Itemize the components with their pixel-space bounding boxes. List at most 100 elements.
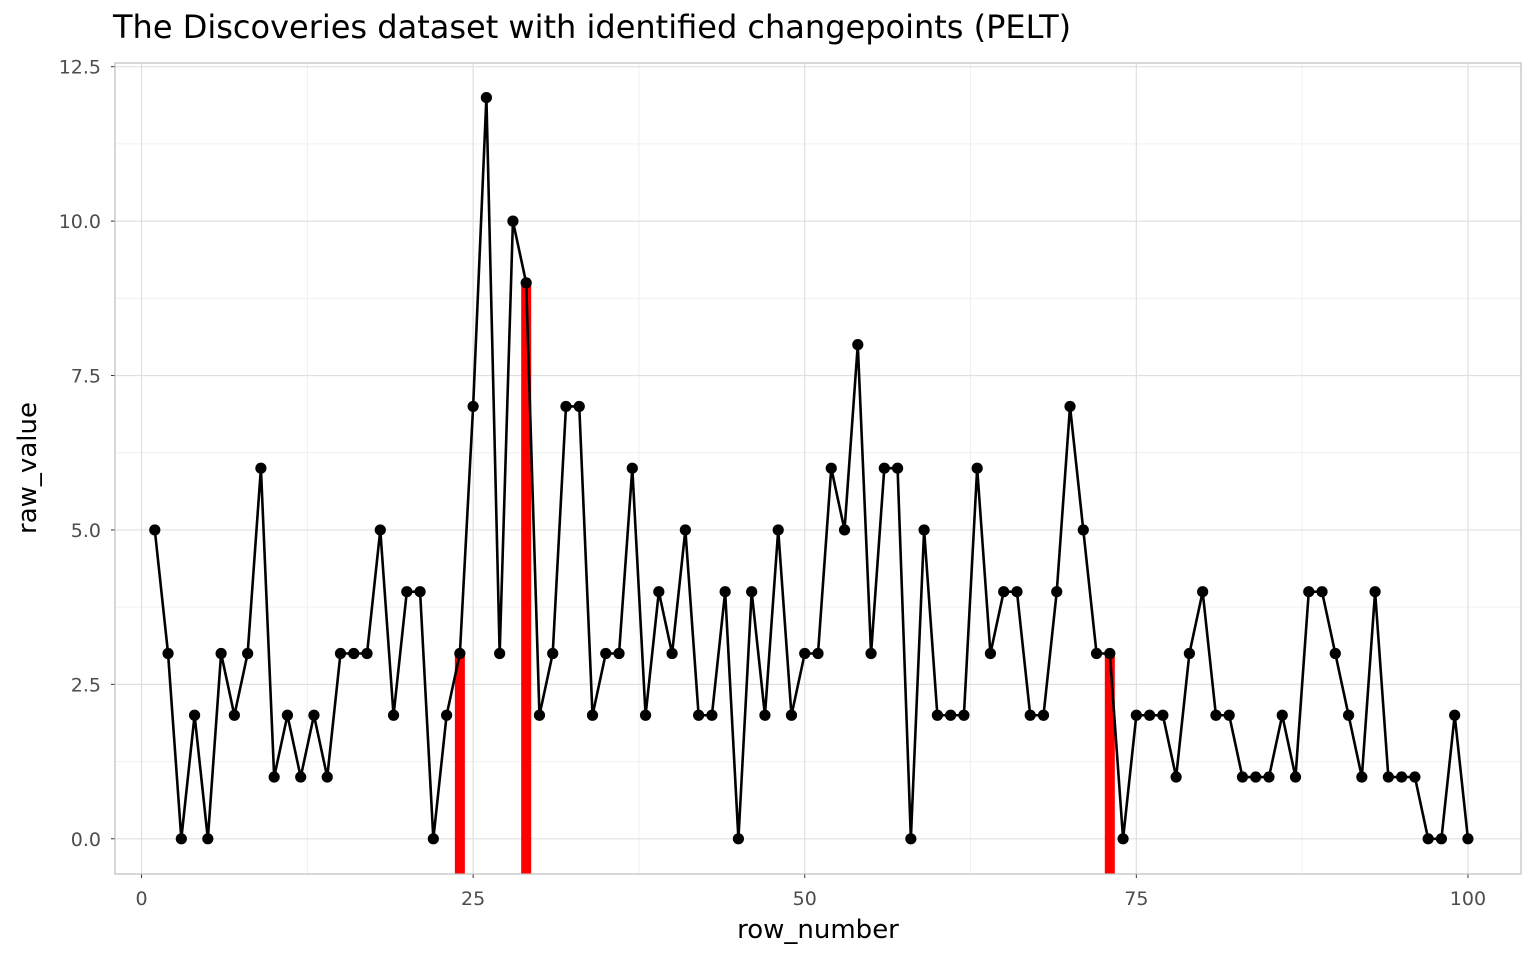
y-axis-ticks: 0.0 2.5 5.0 7.5 10.0 12.5	[59, 57, 115, 851]
data-point	[520, 277, 532, 289]
x-tick-label: 0	[135, 888, 147, 910]
data-point	[573, 400, 585, 413]
data-point	[480, 91, 492, 104]
data-point	[984, 647, 997, 660]
data-point	[334, 647, 347, 660]
data-point	[666, 647, 678, 660]
y-tick-label: 2.5	[71, 674, 101, 696]
data-point	[560, 400, 572, 413]
data-point	[175, 833, 187, 845]
series-line	[153, 96, 1470, 841]
data-point	[1064, 400, 1076, 413]
data-point	[507, 215, 519, 227]
data-point	[825, 462, 837, 474]
data-point	[600, 647, 612, 660]
data-point	[838, 524, 851, 536]
data-point	[454, 647, 466, 660]
data-point	[533, 709, 546, 721]
data-point	[1276, 709, 1288, 721]
data-point	[878, 462, 890, 474]
data-point	[1342, 709, 1355, 721]
data-point	[706, 709, 718, 721]
data-point	[1422, 833, 1434, 845]
data-point	[998, 586, 1010, 598]
data-point	[1316, 586, 1328, 598]
data-point	[268, 771, 280, 783]
data-point	[1462, 833, 1474, 845]
data-point	[759, 709, 771, 721]
data-point	[427, 833, 439, 845]
data-point	[639, 709, 652, 721]
data-point	[613, 647, 625, 660]
data-point	[799, 647, 811, 660]
y-tick-label: 12.5	[59, 57, 101, 79]
data-point	[361, 647, 373, 660]
data-point	[971, 462, 983, 474]
data-point	[812, 647, 824, 660]
grid-minor	[115, 63, 1521, 874]
changepoint-bar	[454, 653, 465, 874]
data-point	[852, 339, 864, 351]
series-layer	[149, 91, 1474, 845]
panel-border	[114, 62, 1522, 875]
data-point	[1077, 524, 1089, 536]
data-point	[1396, 771, 1408, 783]
changepoint-bars	[454, 282, 1115, 874]
x-tick-label: 50	[793, 888, 817, 910]
data-point	[1223, 709, 1235, 721]
data-point	[785, 709, 798, 721]
data-point	[772, 524, 784, 536]
data-point	[1144, 709, 1156, 721]
data-point	[1037, 709, 1050, 721]
y-tick-label: 10.0	[59, 211, 101, 233]
chart-title: The Discoveries dataset with identified …	[113, 8, 1072, 46]
data-point	[1130, 709, 1142, 721]
data-point	[1236, 771, 1249, 783]
data-point	[931, 709, 943, 721]
data-point	[281, 709, 294, 721]
data-point	[547, 647, 559, 660]
x-tick-label: 25	[461, 888, 485, 910]
data-point	[1183, 647, 1195, 660]
data-point	[149, 524, 161, 536]
data-point	[1024, 709, 1036, 721]
data-point	[1210, 709, 1222, 721]
data-point	[1117, 833, 1129, 845]
data-point	[586, 709, 599, 721]
data-point	[1303, 586, 1315, 598]
data-point	[1170, 771, 1182, 783]
data-point	[228, 709, 240, 721]
data-point	[202, 833, 214, 845]
data-point	[1090, 647, 1103, 660]
data-point	[1409, 771, 1421, 783]
data-point	[242, 647, 254, 660]
data-point	[441, 709, 453, 721]
data-point	[494, 647, 506, 660]
data-point	[746, 586, 758, 598]
data-point	[401, 586, 413, 598]
changepoint-bar	[1104, 653, 1115, 874]
data-point	[295, 771, 307, 783]
data-point	[162, 647, 174, 660]
data-point	[1329, 647, 1341, 660]
data-point	[626, 462, 638, 474]
data-point	[387, 709, 400, 721]
data-point	[732, 833, 745, 845]
x-tick-label: 100	[1450, 888, 1486, 910]
data-point	[1197, 586, 1209, 598]
data-point	[1289, 771, 1302, 783]
data-point	[1104, 647, 1116, 660]
x-tick-label: 75	[1124, 888, 1148, 910]
data-point	[1435, 833, 1448, 845]
data-point	[905, 833, 917, 845]
data-point	[1250, 771, 1262, 783]
data-point	[679, 524, 691, 536]
data-point	[255, 462, 267, 474]
changepoint-bar	[521, 282, 532, 874]
data-point	[1011, 586, 1023, 598]
y-axis-title: raw_value	[13, 402, 43, 534]
data-point	[1369, 586, 1381, 598]
grid-major	[115, 63, 1521, 874]
x-axis-title: row_number	[737, 915, 899, 945]
